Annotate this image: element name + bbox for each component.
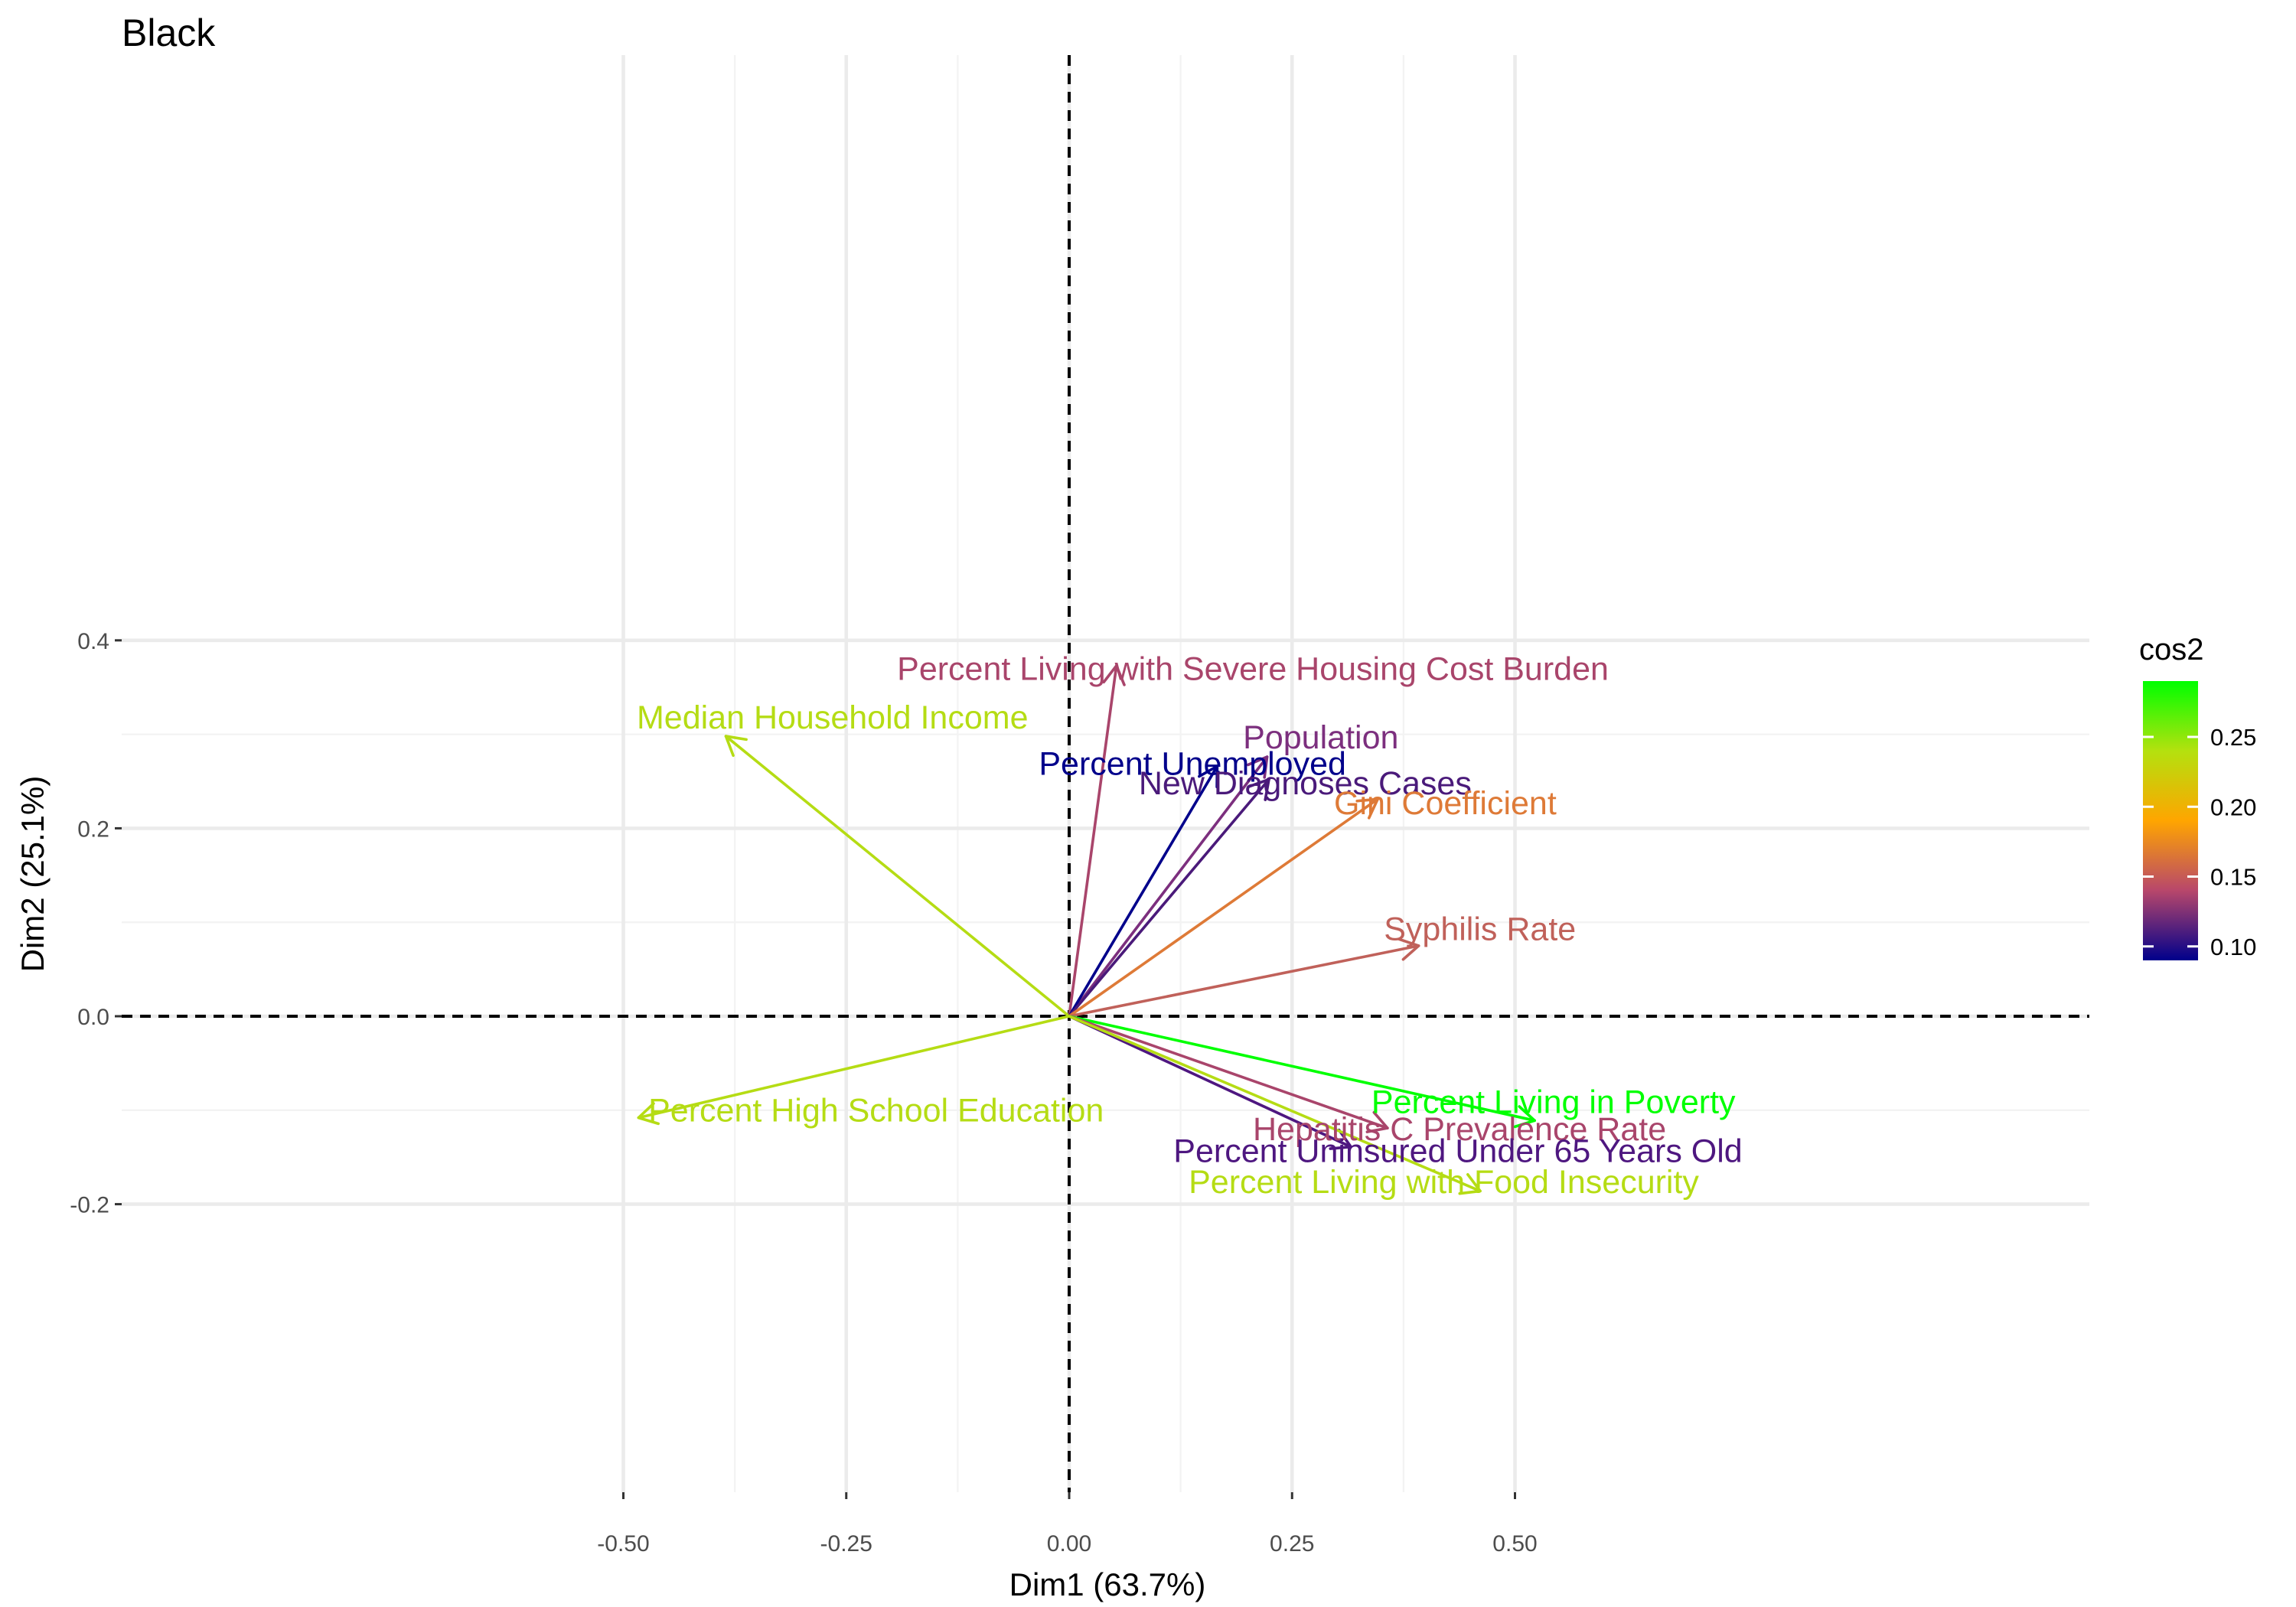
variable-arrow bbox=[637, 1015, 1071, 1126]
variable-label: Percent Uninsured Under 65 Years Old bbox=[1173, 1133, 1742, 1169]
y-tick-label: 0.4 bbox=[77, 629, 109, 654]
variable-label: Syphilis Rate bbox=[1384, 911, 1576, 948]
variable-arrow bbox=[1068, 664, 1126, 1018]
y-axis-title: Dim2 (25.1%) bbox=[15, 776, 51, 973]
legend-tick-label: 0.20 bbox=[2210, 794, 2256, 820]
x-tick-label: 0.50 bbox=[1492, 1531, 1537, 1556]
legend-tick-label: 0.15 bbox=[2210, 864, 2256, 891]
variable-label: Percent Living with Food Insecurity bbox=[1189, 1164, 1699, 1201]
y-tick-label: 0.2 bbox=[77, 817, 109, 842]
legend-title: cos2 bbox=[2139, 633, 2204, 667]
reference-lines bbox=[122, 55, 2089, 1492]
variable-arrow bbox=[1068, 764, 1219, 1018]
x-axis-title: Dim1 (63.7%) bbox=[1009, 1566, 1206, 1602]
variable-arrow bbox=[1068, 1015, 1536, 1129]
variable-label: Percent Living with Severe Housing Cost … bbox=[897, 650, 1609, 687]
variable-arrow bbox=[1068, 1015, 1352, 1150]
variable-arrow bbox=[1068, 1015, 1482, 1195]
x-tick-label: 0.00 bbox=[1047, 1531, 1091, 1556]
variable-arrow bbox=[1068, 937, 1420, 1018]
x-tick-label: -0.50 bbox=[597, 1531, 649, 1556]
variable-arrow bbox=[1068, 797, 1379, 1018]
y-tick-label: 0.0 bbox=[77, 1005, 109, 1030]
axes: -0.50 -0.25 0.00 0.25 0.50 -0.2 0.0 0.2 0.4 bbox=[70, 629, 1537, 1556]
chart-title: Black bbox=[122, 11, 216, 54]
variable-arrow bbox=[1068, 1015, 1389, 1133]
variable-labels: Percent Living with Severe Housing Cost … bbox=[637, 650, 1743, 1200]
variable-arrow bbox=[1068, 777, 1270, 1018]
variable-arrow bbox=[1068, 755, 1269, 1018]
x-tick-label: -0.25 bbox=[820, 1531, 872, 1556]
variable-label: Percent Unemployed bbox=[1039, 745, 1346, 782]
legend-tick-label: 0.25 bbox=[2210, 724, 2256, 751]
y-tick-label: -0.2 bbox=[70, 1193, 109, 1218]
variable-label: Gini Coefficient bbox=[1334, 785, 1557, 822]
variable-label: Hepatitis C Prevalence Rate bbox=[1253, 1111, 1666, 1148]
legend-tick-label: 0.10 bbox=[2210, 934, 2256, 960]
variable-label: New Diagnoses Cases bbox=[1139, 765, 1472, 802]
variable-label: Percent Living in Poverty bbox=[1371, 1084, 1736, 1120]
variable-arrow bbox=[724, 735, 1071, 1018]
variable-label: Percent High School Education bbox=[648, 1093, 1104, 1129]
variable-label: Median Household Income bbox=[637, 699, 1029, 736]
legend-colorbar bbox=[2143, 681, 2198, 960]
x-tick-label: 0.25 bbox=[1270, 1531, 1314, 1556]
variable-label: Population bbox=[1243, 719, 1398, 756]
legend: cos2 0.10 0.15 0.20 0.25 bbox=[2139, 633, 2256, 960]
variable-arrows bbox=[637, 664, 1536, 1195]
